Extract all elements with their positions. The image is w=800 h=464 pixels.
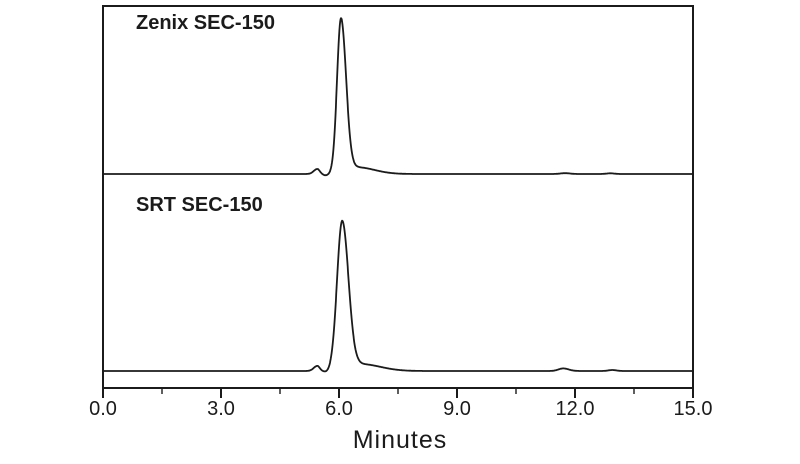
x-tick-label-9: 9.0: [443, 398, 471, 420]
trace-zenix-sec-150: [102, 17, 694, 177]
x-tick-label-15: 15.0: [673, 398, 713, 420]
trace-srt-sec-150: [102, 219, 694, 373]
panel-label-zenix: Zenix SEC-150: [136, 12, 275, 34]
x-tick-label-12: 12.0: [555, 398, 595, 420]
x-axis-major-ticks: [102, 389, 694, 398]
x-tick-label-3: 3.0: [207, 398, 235, 420]
x-tick-label-6: 6.0: [325, 398, 353, 420]
x-axis-title: Minutes: [352, 426, 448, 454]
x-axis-minor-ticks: [161, 389, 635, 394]
plot-frame: [102, 5, 694, 389]
x-tick-label-0: 0.0: [89, 398, 117, 420]
panel-label-srt: SRT SEC-150: [136, 194, 263, 216]
